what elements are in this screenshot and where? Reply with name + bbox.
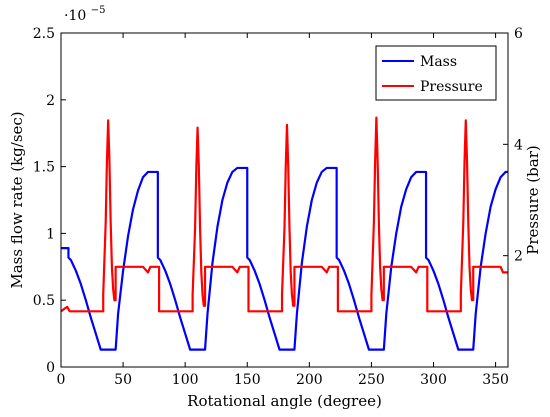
y-tick-label: 1: [46, 226, 55, 242]
x-tick-label: 250: [358, 372, 385, 388]
series-line-mass: [61, 166, 508, 351]
y-tick-label: 0: [46, 360, 55, 376]
y-axis-label: Mass flow rate (kg/sec): [8, 111, 26, 288]
y-tick-label: 2.5: [33, 26, 55, 42]
ticks-layer: 0 50 100 150 200 250 300 350 0 0.5 1 1.5 2 2.5 2 4 6: [33, 26, 523, 388]
x-tick-label: 100: [172, 372, 199, 388]
series-line-pressure: [60, 116, 508, 313]
y2-tick-label: 6: [514, 26, 523, 42]
x-tick-label: 0: [57, 372, 66, 388]
y-tick-label: 0.5: [33, 293, 55, 309]
y2-axis-label: Pressure (bar): [524, 145, 542, 254]
plot-frame: [60, 32, 509, 368]
series-layer: [60, 116, 508, 351]
x-tick-label: 50: [114, 372, 132, 388]
y-exponent-power: −5: [91, 5, 106, 16]
y-exponent-base: ·10: [64, 8, 86, 24]
y2-tick-label: 2: [514, 249, 523, 265]
y-tick-label: 2: [46, 93, 55, 109]
legend-label-mass: Mass: [420, 54, 457, 70]
legend-box: [375, 45, 497, 101]
x-tick-label: 150: [234, 372, 261, 388]
y2-tick-label: 4: [514, 137, 523, 153]
y-exponent-label: ·10 −5: [64, 5, 105, 24]
x-tick-label: 300: [420, 372, 447, 388]
legend: Mass Pressure: [375, 45, 497, 101]
legend-label-pressure: Pressure: [420, 79, 483, 95]
y-tick-label: 1.5: [33, 160, 55, 176]
x-tick-label: 350: [482, 372, 509, 388]
x-tick-label: 200: [296, 372, 323, 388]
x-axis-label: Rotational angle (degree): [187, 392, 382, 410]
